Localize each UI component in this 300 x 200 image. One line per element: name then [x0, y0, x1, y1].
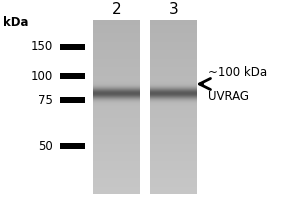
Text: ~100 kDa: ~100 kDa: [208, 66, 268, 79]
Text: 50: 50: [38, 140, 52, 152]
Bar: [60, 73, 85, 79]
Bar: [60, 44, 85, 50]
Text: UVRAG: UVRAG: [208, 90, 250, 103]
Bar: [60, 97, 85, 103]
Text: kDa: kDa: [3, 16, 29, 29]
Text: 75: 75: [38, 94, 52, 106]
Text: 3: 3: [168, 2, 178, 18]
Text: 2: 2: [111, 2, 121, 18]
Text: 100: 100: [30, 70, 52, 82]
Bar: [60, 143, 85, 149]
Text: 150: 150: [30, 40, 52, 53]
